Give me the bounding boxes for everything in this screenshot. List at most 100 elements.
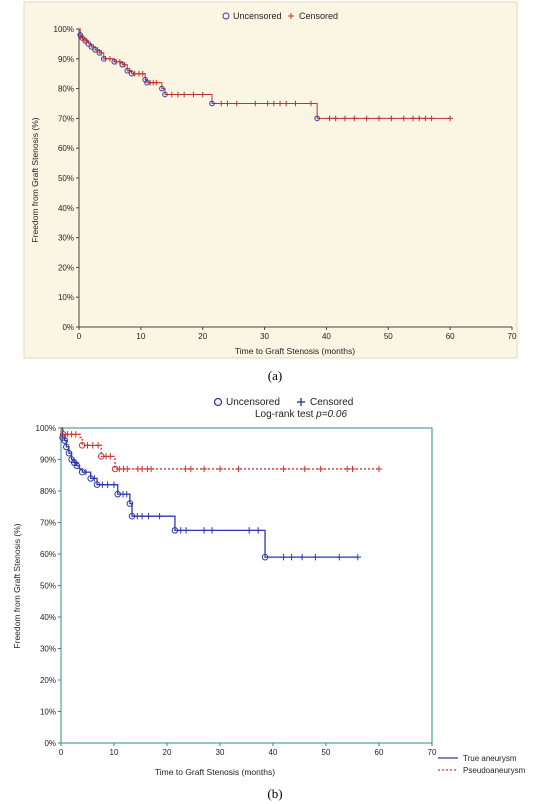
- panel-b-x-tick-label: 10: [110, 748, 119, 757]
- panel-a-y-tick-label: 40%: [58, 204, 74, 213]
- panel-a-survival-censored-point: [376, 115, 382, 122]
- panel-a-legend-censored-label: Censored: [299, 11, 338, 21]
- panel-a-survival-censored-point: [351, 115, 358, 122]
- panel-a-survival-censored-point: [264, 100, 271, 107]
- panel-a-survival-censored-point: [79, 35, 86, 41]
- panel-a-y-tick-label: 10%: [58, 293, 74, 302]
- panel-b-y-tick-label: 60%: [40, 550, 56, 559]
- panel-a-y-tick-label: 30%: [58, 234, 74, 243]
- panel-a-survival-censored-point: [90, 44, 97, 50]
- panel-b-legend-uncensored-label: Uncensored: [226, 397, 280, 408]
- panel-a-survival-censored-point: [224, 100, 231, 107]
- panel-a-y-tick-label: 0%: [62, 323, 74, 332]
- panel-a-y-tick-label: 80%: [58, 85, 74, 94]
- panel-b-y-tick-label: 100%: [36, 424, 56, 433]
- panel-b-x-axis-label: Time to Graft Stenosis (months): [155, 767, 275, 777]
- panel-b-true-aneurysm-censored-point: [354, 553, 361, 561]
- panel-a-survival-censored-point: [98, 50, 105, 56]
- panel-a-survival-censored-point: [190, 91, 197, 98]
- panel-a-survival-censored-point: [83, 38, 90, 44]
- panel-b-legend-censored-marker: [297, 398, 305, 406]
- panel-a-survival-censored-point: [175, 91, 181, 98]
- panel-a-survival-censored-point: [447, 115, 453, 122]
- panel-b-legend-uncensored-marker: [213, 397, 223, 407]
- panel-b-pseudoaneurysm-censored-point: [124, 465, 131, 473]
- panel-a-legend-uncensored-label: Uncensored: [233, 11, 282, 21]
- panel-b-true-aneurysm-uncensored-point: [61, 437, 69, 444]
- panel-b-true-aneurysm-uncensored-point: [63, 443, 70, 451]
- panel-b-true-aneurysm-curve: [61, 427, 358, 558]
- panel-b-y-tick-label: 0%: [44, 739, 56, 748]
- panel-b-pseudoaneurysm-curve: [61, 427, 379, 470]
- panel-b-y-tick-label: 50%: [40, 582, 56, 591]
- panel-b-true-aneurysm-censored-point: [245, 527, 253, 534]
- panel-a-survival-censored-point: [332, 115, 339, 122]
- panel-b-pseudoaneurysm-censored-point: [216, 465, 224, 473]
- panel-a-survival-censored-point: [181, 91, 187, 98]
- panel-a-survival-censored-point: [107, 56, 113, 62]
- panel-b-pseudoaneurysm-censored-point: [200, 465, 208, 473]
- panel-b-y-tick-label: 10%: [40, 708, 56, 717]
- panel-a-survival-censored-point: [342, 115, 348, 122]
- panel-a-survival-censored-point: [199, 91, 206, 98]
- panel-a-survival-censored-point: [416, 115, 423, 122]
- panel-a-survival-censored-point: [218, 100, 225, 107]
- panel-a-survival-censored-point: [292, 100, 299, 107]
- panel-a-survival-censored-point: [252, 100, 259, 107]
- panel-a-survival-censored-point: [283, 100, 290, 107]
- panel-a-legend-censored-marker: [288, 13, 294, 19]
- panel-a-y-tick-label: 50%: [58, 174, 74, 183]
- panel-a-y-tick-label: 100%: [54, 25, 74, 34]
- panel-a-curves: [77, 28, 453, 122]
- panel-b-true-aneurysm-censored-point: [336, 553, 343, 561]
- panel-a-survival-censored-point: [126, 67, 133, 74]
- panel-b-x-ticks: 0 10 20 30 40 50 60 70: [59, 743, 437, 757]
- panel-b-y-ticks: 0% 10% 20% 30% 40% 50% 60% 70% 80% 90% 100%: [36, 424, 61, 748]
- panel-a-survival-censored-point: [400, 115, 407, 122]
- panel-a-x-tick-label: 70: [508, 332, 517, 341]
- panel-a-y-tick-label: 20%: [58, 263, 74, 272]
- panel-a-x-tick-label: 60: [446, 332, 455, 341]
- figure-label-a: (a): [268, 368, 282, 383]
- panel-a-survival-censored-point: [153, 79, 160, 86]
- panel-a-x-tick-label: 30: [260, 332, 269, 341]
- panel-b-annotation: Log-rank test p=0.06: [255, 409, 347, 420]
- panel-b-true-aneurysm-censored-point: [82, 468, 90, 476]
- panel-b-pseudoaneurysm-censored-point: [280, 465, 287, 473]
- panel-b-true-aneurysm-censored-point: [200, 527, 208, 534]
- panel-b-legend-true-aneurysm-label: True aneurysm: [463, 754, 517, 763]
- panel-b-y-tick-label: 40%: [40, 613, 56, 622]
- panel-b-pseudoaneurysm-censored-point: [317, 465, 324, 473]
- panel-a-legend-uncensored-marker: [222, 12, 230, 20]
- panel-a-survival-censored-point: [94, 47, 101, 53]
- panel-b-true-aneurysm-censored-point: [145, 513, 152, 520]
- panel-a-x-tick-label: 40: [322, 332, 331, 341]
- panel-b-x-tick-label: 20: [163, 748, 172, 757]
- panel-a-y-axis-label: Freedom from Graft Stenosis (%): [30, 117, 40, 242]
- panel-a-y-tick-label: 60%: [58, 144, 74, 153]
- panel-a-y-tick-label: 70%: [58, 114, 74, 123]
- panel-a-survival-censored-point: [308, 100, 314, 107]
- panel-b-true-aneurysm-censored-point: [123, 490, 130, 498]
- panel-a-y-tick-label: 90%: [58, 55, 74, 64]
- panel-b-true-aneurysm-censored-point: [72, 459, 80, 466]
- panel-a-x-tick-label: 50: [384, 332, 393, 341]
- panel-b-pseudoaneurysm-censored-point: [301, 465, 308, 473]
- panel-a-x-ticks: 0 10 20 30 40 50 60 70: [77, 327, 517, 341]
- panel-b-true-aneurysm-censored-point: [182, 527, 190, 534]
- panel-a-survival-uncensored-point: [314, 115, 320, 122]
- panel-b-true-aneurysm-censored-point: [280, 553, 287, 561]
- panel-b-x-tick-label: 0: [59, 748, 64, 757]
- panel-b-y-tick-label: 30%: [40, 645, 56, 654]
- panel-a-survival-censored-point: [271, 100, 277, 107]
- panel-b-x-tick-label: 50: [322, 748, 331, 757]
- panel-a-survival-censored-point: [233, 100, 240, 107]
- panel-b-x-tick-label: 30: [216, 748, 225, 757]
- panel-b-legend-censored-label: Censored: [310, 397, 353, 408]
- panel-a-survival-censored-point: [326, 115, 333, 122]
- panel-b-y-tick-label: 20%: [40, 676, 56, 685]
- panel-b-true-aneurysm-censored-point: [208, 527, 216, 534]
- panel-b-pseudoaneurysm-censored-point: [187, 465, 195, 473]
- panel-b-true-aneurysm-uncensored-point: [126, 500, 134, 507]
